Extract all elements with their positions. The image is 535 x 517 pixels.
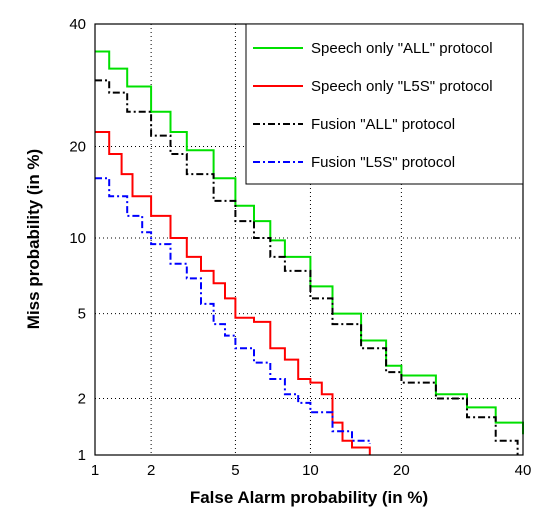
x-tick-label: 1	[91, 462, 99, 479]
y-tick-label: 2	[78, 390, 86, 407]
legend-label: Fusion "L5S" protocol	[311, 154, 455, 171]
x-tick-label: 2	[147, 462, 155, 479]
y-tick-label: 1	[78, 447, 86, 464]
legend-box	[245, 23, 524, 185]
legend-label: Fusion "ALL" protocol	[311, 116, 455, 133]
y-tick-label: 10	[69, 230, 86, 247]
x-tick-label: 10	[302, 462, 319, 479]
x-axis-title: False Alarm probability (in %)	[190, 488, 428, 507]
x-tick-label: 40	[515, 462, 532, 479]
series-line-2	[95, 131, 371, 455]
y-tick-label: 40	[69, 16, 86, 33]
legend: Speech only "ALL" protocol Speech only "L…	[245, 23, 524, 185]
series-lines	[95, 50, 524, 455]
y-tick-label: 20	[69, 138, 86, 155]
series-line-3	[95, 79, 519, 455]
x-tick-label: 20	[393, 462, 410, 479]
tick-labels: 1 2 5 10 20 40 1 2 5 10 20 40	[69, 16, 531, 479]
x-tick-label: 5	[231, 462, 239, 479]
y-axis-title: Miss probability (in %)	[24, 149, 43, 329]
legend-label: Speech only "ALL" protocol	[311, 40, 493, 57]
legend-label: Speech only "L5S" protocol	[311, 78, 493, 95]
y-tick-label: 5	[78, 306, 86, 323]
series-line-4	[95, 177, 371, 444]
